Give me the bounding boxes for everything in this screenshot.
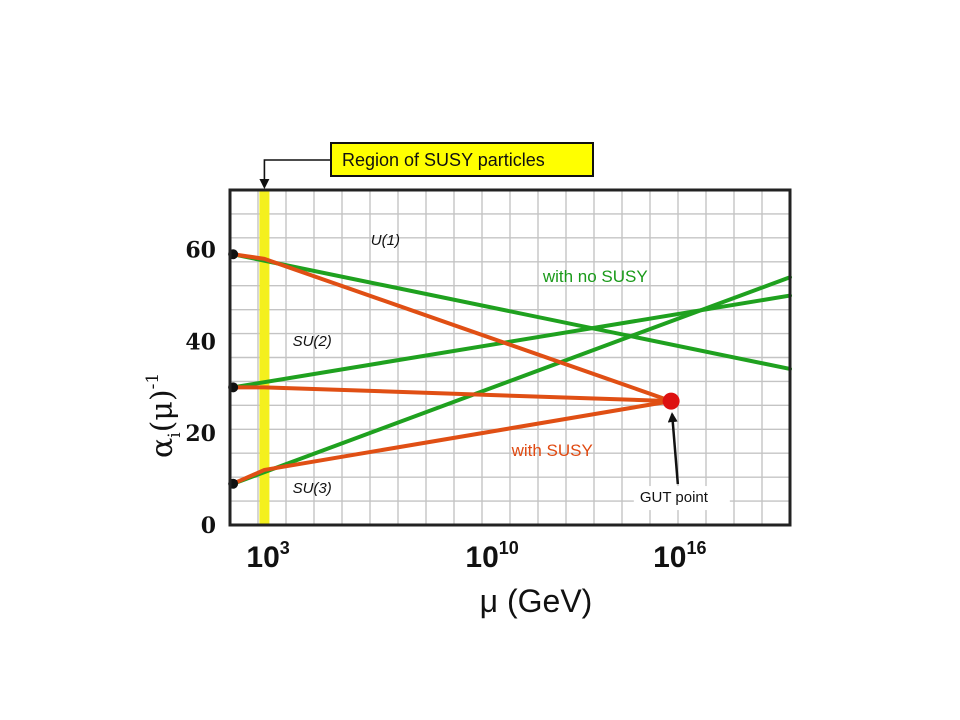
- x-tick-label: 1016: [653, 538, 706, 574]
- gut-point-arrow: [667, 412, 680, 485]
- susy-region-band: [259, 190, 270, 525]
- series-label: U(1): [371, 232, 400, 249]
- gut-point-label-bg: [633, 486, 730, 511]
- series-susy-line: [231, 399, 674, 486]
- gut-point-label: GUT point: [640, 489, 709, 506]
- y-label-subscript: i: [165, 432, 185, 438]
- grid: [230, 190, 790, 525]
- x-tick-exponent: 10: [499, 538, 519, 558]
- y-tick-label: 20: [185, 421, 216, 447]
- series-susy-line: [231, 252, 674, 404]
- x-tick-base: 10: [246, 541, 279, 574]
- x-tick-exponent: 3: [280, 538, 290, 558]
- series-lines: [231, 252, 792, 486]
- x-tick-base: 10: [465, 541, 498, 574]
- y-tick-label: 0: [201, 513, 216, 539]
- series-no-susy-line: [231, 252, 792, 371]
- series-label: SU(2): [293, 333, 332, 350]
- x-axis-label: μ (GeV): [480, 583, 593, 619]
- region-of-susy-arrow: [259, 159, 331, 189]
- plot-frame: [228, 188, 792, 527]
- x-tick-label: 1010: [465, 538, 518, 574]
- gut-point-marker: [662, 392, 680, 410]
- y-tick-label: 40: [185, 329, 216, 355]
- series-no-susy-line: [231, 275, 792, 486]
- y-axis-label: αi(μ)-1: [143, 373, 185, 458]
- susy-region-band-layer: [259, 190, 270, 525]
- series-label: SU(3): [293, 480, 332, 497]
- y-label-alpha: α: [145, 438, 180, 458]
- x-tick-label: 103: [246, 538, 289, 574]
- region-of-susy-label: Region of SUSY particles: [342, 150, 545, 170]
- y-tick-label: 60: [185, 238, 216, 264]
- y-label-superscript: -1: [143, 373, 163, 390]
- x-tick-base: 10: [653, 541, 686, 574]
- y-label-close: ): [145, 389, 180, 401]
- with-susy-label: with SUSY: [511, 441, 593, 460]
- series-susy-line: [231, 385, 674, 404]
- annotations: U(1) SU(2) SU(3) with no SUSY with SUSY GUT p…: [143, 142, 730, 619]
- x-tick-exponent: 16: [686, 538, 706, 558]
- y-label-mu: μ: [145, 401, 180, 421]
- with-no-susy-label: with no SUSY: [542, 267, 648, 286]
- y-label-open: (: [145, 421, 180, 433]
